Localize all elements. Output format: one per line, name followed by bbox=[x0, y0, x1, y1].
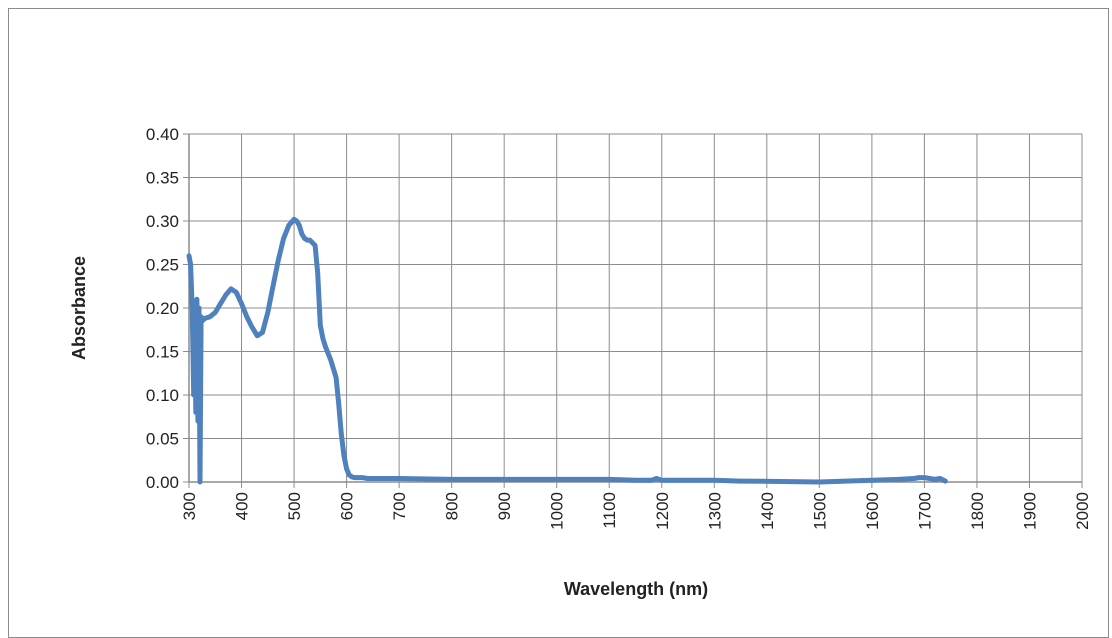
y-axis-title: Absorbance bbox=[69, 256, 89, 360]
y-tick-label: 0.05 bbox=[146, 430, 179, 449]
x-tick-label: 1800 bbox=[968, 492, 987, 530]
x-axis-title: Wavelength (nm) bbox=[564, 579, 708, 599]
x-tick-label: 700 bbox=[390, 492, 409, 520]
y-tick-label: 0.15 bbox=[146, 343, 179, 362]
y-tick-label: 0.25 bbox=[146, 256, 179, 275]
y-tick-label: 0.30 bbox=[146, 212, 179, 231]
y-tick-label: 0.10 bbox=[146, 386, 179, 405]
x-tick-label: 1300 bbox=[705, 492, 724, 530]
absorbance-series-line bbox=[186, 216, 948, 485]
tick-labels: 0.00 0.05 0.10 0.15 0.20 0.25 0.30 0.35 0.40 300 4… bbox=[146, 125, 1092, 530]
x-tick-label: 1500 bbox=[810, 492, 829, 530]
x-tick-label: 1700 bbox=[915, 492, 934, 530]
y-tick-label: 0.40 bbox=[146, 125, 179, 144]
x-tick-label: 900 bbox=[495, 492, 514, 520]
y-tick-label: 0.35 bbox=[146, 169, 179, 188]
x-tick-label: 1400 bbox=[758, 492, 777, 530]
x-tick-label: 800 bbox=[443, 492, 462, 520]
x-tick-label: 300 bbox=[180, 492, 199, 520]
x-tick-label: 1200 bbox=[653, 492, 672, 530]
x-tick-label: 1900 bbox=[1020, 492, 1039, 530]
x-tick-label: 2000 bbox=[1073, 492, 1092, 530]
gridlines bbox=[188, 133, 1083, 483]
x-tick-label: 500 bbox=[285, 492, 304, 520]
x-tick-label: 600 bbox=[338, 492, 357, 520]
x-tick-label: 1000 bbox=[548, 492, 567, 530]
x-tick-label: 400 bbox=[233, 492, 252, 520]
x-tick-label: 1600 bbox=[863, 492, 882, 530]
y-tick-label: 0.00 bbox=[146, 473, 179, 492]
y-tick-label: 0.20 bbox=[146, 299, 179, 318]
x-tick-label: 1100 bbox=[600, 492, 619, 529]
